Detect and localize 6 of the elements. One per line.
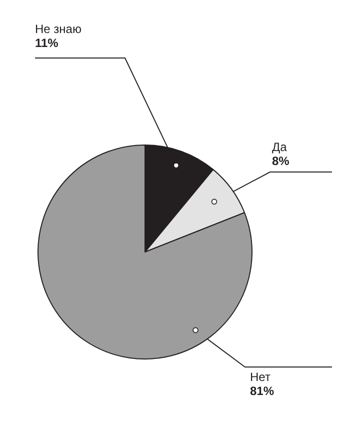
data-label: 11% (35, 36, 59, 50)
data-label: 81% (250, 384, 274, 398)
slice-label: Не знаю (35, 22, 82, 36)
data-label: 8% (272, 154, 290, 168)
slice-label: Да (272, 140, 288, 154)
slice-label: Нет (250, 370, 271, 384)
